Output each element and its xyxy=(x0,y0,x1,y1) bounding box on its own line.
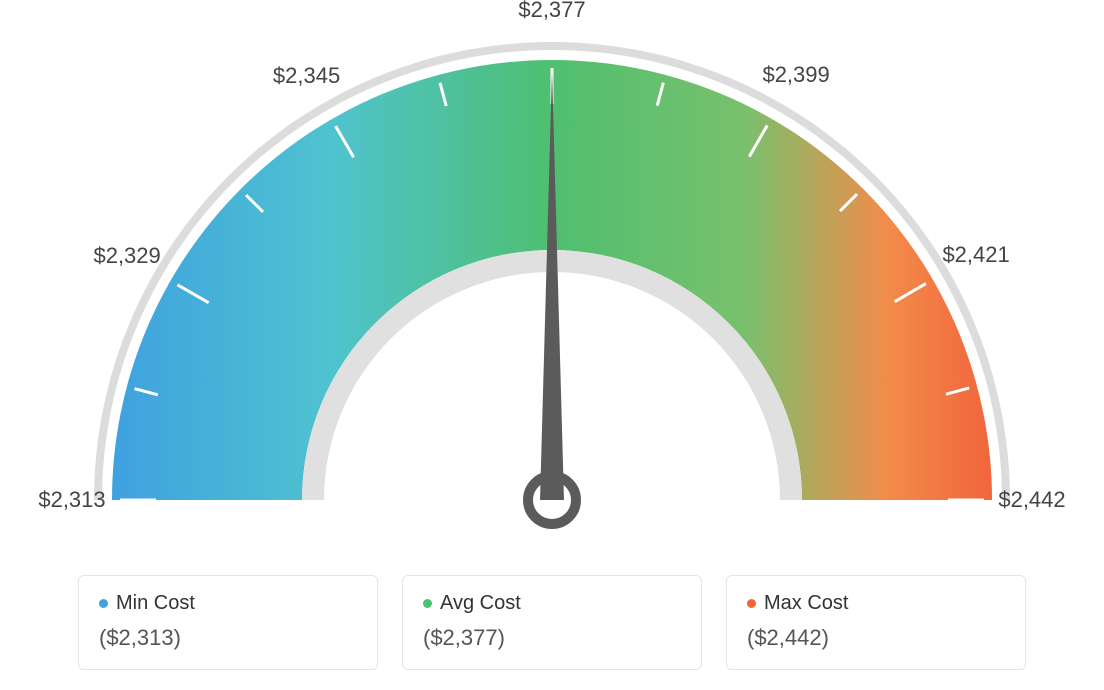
legend-label-min: Min Cost xyxy=(99,592,357,615)
gauge-tick-label: $2,399 xyxy=(762,62,829,88)
legend-value-min: ($2,313) xyxy=(99,625,357,651)
gauge-tick-label: $2,345 xyxy=(273,63,340,89)
dot-icon xyxy=(99,599,108,608)
gauge-area: $2,313 $2,329 $2,345 $2,377 $2,399 $2,421 $2,4… xyxy=(0,0,1104,540)
gauge-svg xyxy=(0,0,1104,560)
dot-icon xyxy=(747,599,756,608)
gauge-tick-label: $2,442 xyxy=(998,487,1065,513)
legend-card-avg: Avg Cost ($2,377) xyxy=(402,575,702,670)
legend-label-text: Min Cost xyxy=(116,592,195,614)
dot-icon xyxy=(423,599,432,608)
legend-label-avg: Avg Cost xyxy=(423,592,681,615)
legend-label-text: Max Cost xyxy=(764,592,848,614)
gauge-tick-label: $2,421 xyxy=(942,242,1009,268)
legend-value-avg: ($2,377) xyxy=(423,625,681,651)
legend-label-max: Max Cost xyxy=(747,592,1005,615)
legend-label-text: Avg Cost xyxy=(440,592,521,614)
legend-card-max: Max Cost ($2,442) xyxy=(726,575,1026,670)
gauge-tick-label: $2,329 xyxy=(93,243,160,269)
gauge-tick-label: $2,313 xyxy=(38,487,105,513)
legend-value-max: ($2,442) xyxy=(747,625,1005,651)
legend-row: Min Cost ($2,313) Avg Cost ($2,377) Max … xyxy=(0,575,1104,670)
gauge-tick-label: $2,377 xyxy=(518,0,585,23)
gauge-chart-container: $2,313 $2,329 $2,345 $2,377 $2,399 $2,421 $2,4… xyxy=(0,0,1104,690)
legend-card-min: Min Cost ($2,313) xyxy=(78,575,378,670)
